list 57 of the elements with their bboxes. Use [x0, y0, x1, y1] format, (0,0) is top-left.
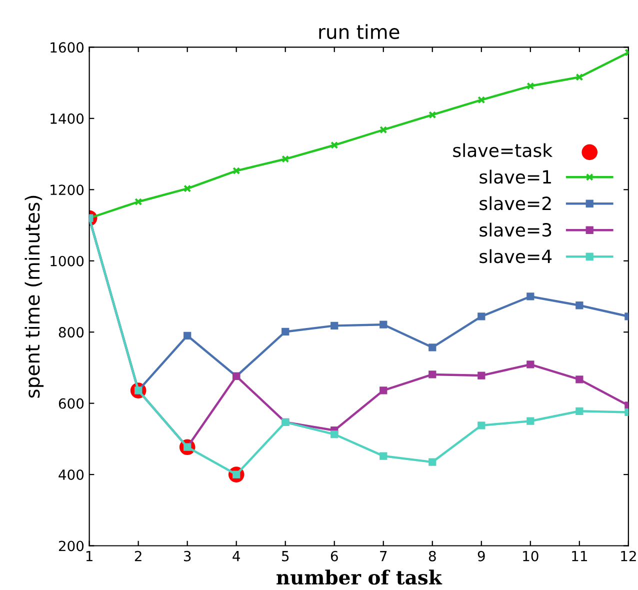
legend-label: slave=1: [480, 170, 551, 184]
x-tick-label: 6: [330, 550, 338, 562]
x-tick-label: 10: [523, 550, 538, 562]
y-tick-label: 200: [58, 540, 84, 552]
y-tick-label: 1200: [50, 184, 84, 196]
point: [526, 82, 534, 90]
point: [526, 417, 534, 425]
y-tick-label: 400: [58, 469, 84, 480]
chart-title: run time: [319, 24, 400, 40]
x-tick-label: 2: [134, 550, 142, 562]
legend-label: slave=3: [480, 222, 552, 237]
point: [330, 430, 338, 438]
x-tick-label: 3: [184, 550, 191, 562]
x-axis-title: number of task: [276, 570, 442, 585]
point: [184, 184, 192, 192]
point: [576, 302, 584, 310]
x-tick-label: 12: [621, 550, 636, 562]
point: [134, 198, 142, 206]
point: [576, 407, 584, 415]
y-axis-title: spent time (minutes): [24, 196, 44, 398]
point: [526, 360, 534, 368]
point: [330, 322, 338, 330]
x-tick-label: 11: [572, 551, 587, 562]
x-tick-label: 1: [86, 551, 92, 562]
point: [282, 328, 290, 336]
legend-label: slave=4: [480, 249, 552, 264]
y-tick-label: 1000: [50, 256, 84, 266]
point: [232, 166, 240, 175]
legend-label: slave=2: [480, 196, 551, 210]
point: [380, 386, 388, 394]
point: [428, 458, 436, 466]
point: [282, 155, 290, 163]
y-tick-label: 1400: [50, 113, 84, 124]
point: [380, 320, 388, 328]
y-tick-label: 800: [58, 327, 84, 338]
point: [478, 372, 486, 380]
point: [380, 452, 388, 460]
point: [330, 141, 338, 149]
point: [380, 126, 388, 134]
point: [478, 312, 486, 320]
point: [428, 370, 436, 378]
x-tick-label: 7: [380, 551, 387, 562]
y-tick-label: 600: [58, 398, 84, 409]
point: [428, 344, 436, 352]
x-tick-label: 5: [282, 551, 289, 562]
x-tick-label: 9: [478, 550, 485, 562]
point: [478, 422, 486, 430]
point: [184, 332, 192, 340]
x-tick-label: 8: [428, 550, 436, 562]
y-tick-label: 1600: [50, 42, 84, 53]
legend-label: slave=task: [453, 143, 553, 158]
x-tick-label: 4: [232, 551, 240, 562]
point: [526, 292, 534, 300]
point: [478, 96, 486, 104]
point: [428, 111, 436, 119]
point: [576, 73, 584, 81]
point: [576, 376, 584, 384]
